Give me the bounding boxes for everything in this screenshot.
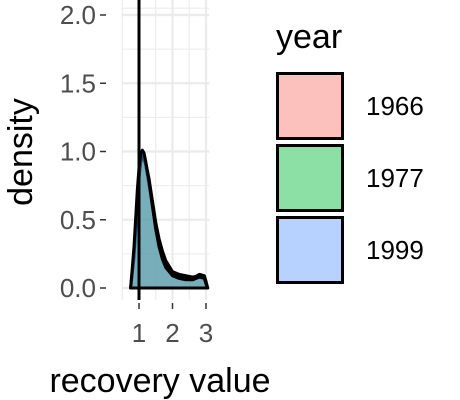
x-tick-label: 1 (132, 318, 146, 348)
y-tick-labels: 0.0 0.5 1.0 1.5 2.0 (60, 0, 106, 303)
legend-key-bg (276, 216, 344, 284)
y-tick-label: 2.0 (60, 0, 96, 30)
legend-label-1966: 1966 (366, 91, 424, 121)
x-tick-label: 2 (165, 318, 179, 348)
y-tick-label: 1.5 (60, 68, 96, 98)
legend-label-1999: 1999 (366, 235, 424, 265)
legend: year 1966 1977 1999 (276, 18, 424, 284)
y-tick-label: 0.0 (60, 273, 96, 303)
density-areas (129, 148, 210, 290)
legend-key-1977 (276, 144, 344, 212)
legend-key-bg (276, 144, 344, 212)
y-tick-label: 1.0 (60, 137, 96, 167)
legend-title: year (276, 18, 342, 56)
x-axis-title: recovery value (49, 362, 270, 400)
legend-key-1966 (276, 72, 344, 140)
legend-label-1977: 1977 (366, 163, 424, 193)
legend-key-1999 (276, 216, 344, 284)
x-tick-label: 3 (199, 318, 213, 348)
y-axis-title: density (2, 98, 40, 206)
y-tick-label: 0.5 (60, 205, 96, 235)
legend-key-bg (276, 72, 344, 140)
